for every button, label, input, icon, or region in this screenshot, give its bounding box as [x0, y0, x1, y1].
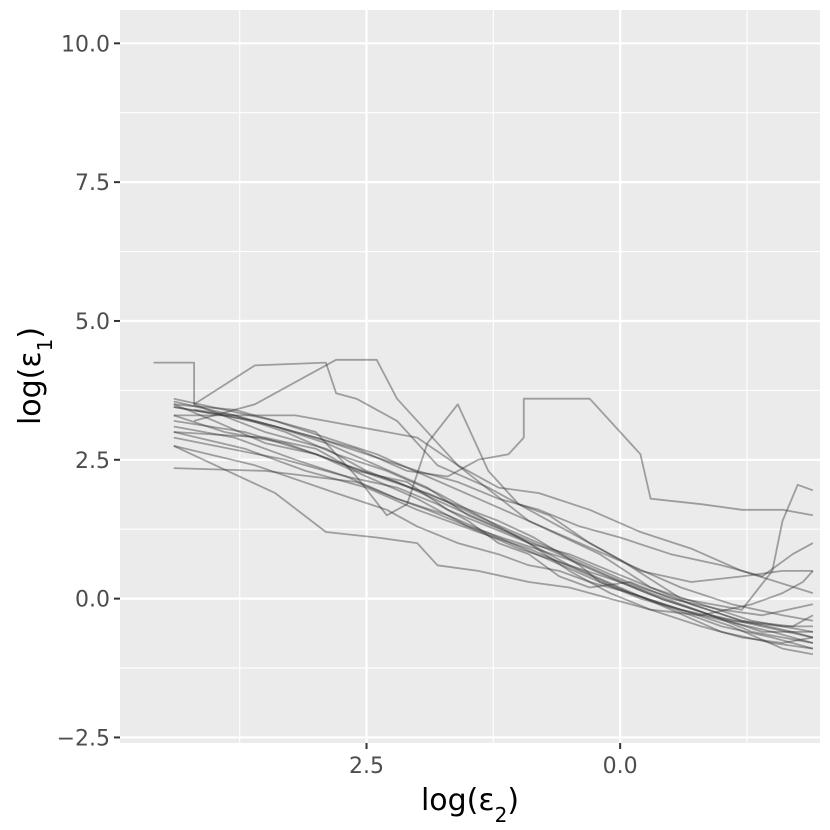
series-line-1: [153, 361, 814, 644]
series-line-7: [173, 445, 814, 656]
series-line-10: [173, 467, 814, 644]
y-axis-title: log(ε1): [13, 327, 57, 425]
series-line-18: [173, 414, 814, 594]
series-line-5: [173, 414, 814, 639]
series-line-20: [173, 400, 814, 639]
series-line-16: [173, 403, 813, 633]
x-tick-label: 0.0: [603, 754, 638, 779]
series-line-17: [173, 436, 814, 617]
series-line-6: [173, 425, 814, 650]
series-lines: [153, 358, 814, 656]
series-line-14: [173, 397, 814, 622]
gridlines: [120, 10, 820, 743]
series-line-4: [193, 358, 814, 633]
series-line-12: [173, 403, 813, 583]
plot-panel: [120, 10, 820, 743]
y-tick-label: 5.0: [75, 310, 110, 335]
y-tick-label: 7.5: [75, 171, 110, 196]
series-line-11: [173, 445, 814, 617]
series-line-2: [193, 397, 814, 517]
y-tick-label: −2.5: [57, 726, 110, 751]
y-tick-label: 10.0: [61, 32, 110, 57]
y-tick-label: 0.0: [75, 588, 110, 613]
series-line-15: [173, 420, 814, 644]
axes: 10.0 7.5 5.0 2.5 0.0 −2.5 2.5 0.0: [57, 32, 638, 779]
series-line-9: [173, 431, 813, 628]
series-line-3: [193, 361, 814, 611]
x-tick-label: 2.5: [349, 754, 384, 779]
x-axis-title: log(ε2): [421, 783, 519, 827]
series-line-8: [173, 406, 814, 650]
y-tick-label: 2.5: [75, 449, 110, 474]
series-line-19: [173, 431, 814, 628]
series-line-13: [173, 406, 814, 578]
